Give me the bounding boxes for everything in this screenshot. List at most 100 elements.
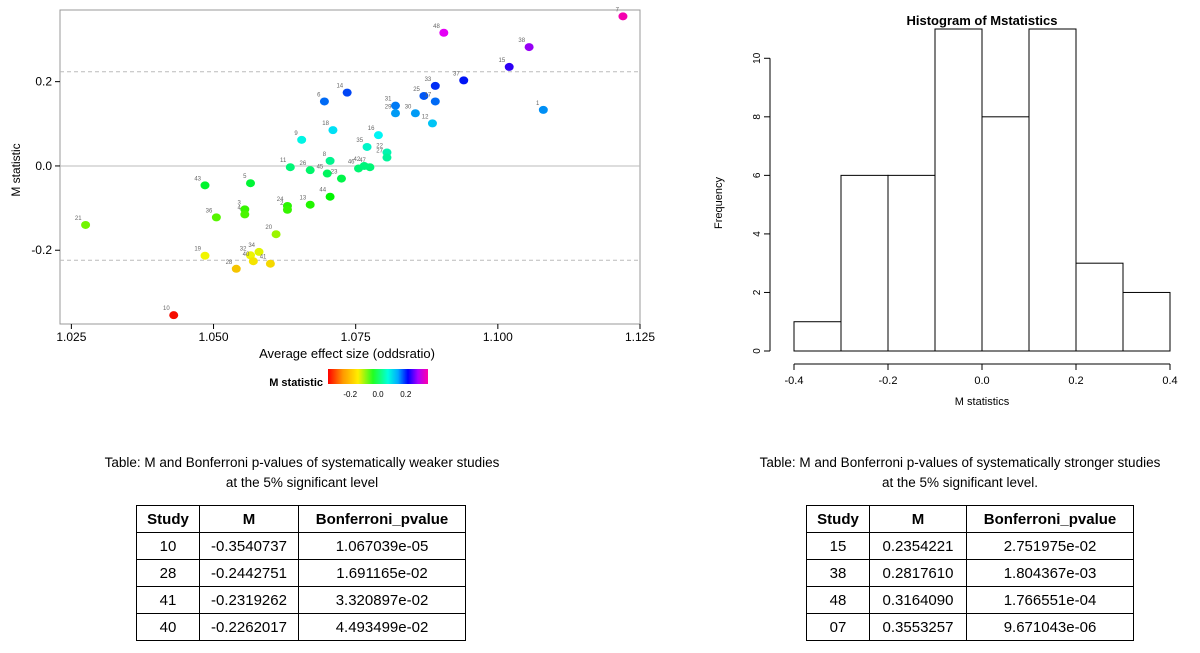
data-point bbox=[362, 142, 372, 151]
header-pvalue: Bonferroni_pvalue bbox=[298, 505, 466, 533]
y-tick-label: 0.0 bbox=[35, 159, 52, 173]
cell-pvalue: 4.493499e-02 bbox=[298, 613, 466, 641]
data-point bbox=[359, 161, 369, 170]
table-row: 48 0.3164090 1.766551e-04 bbox=[806, 586, 1134, 614]
point-label: 13 bbox=[300, 196, 307, 202]
point-label: 19 bbox=[194, 247, 201, 253]
data-point bbox=[200, 181, 210, 190]
data-point bbox=[211, 213, 221, 222]
table-row: 10 -0.3540737 1.067039e-05 bbox=[136, 532, 466, 560]
data-point bbox=[419, 91, 429, 100]
data-point bbox=[265, 259, 275, 268]
scatter-y-axis-label: M statistic bbox=[9, 143, 23, 196]
table-header-row: Study M Bonferroni_pvalue bbox=[136, 505, 466, 533]
point-label: 33 bbox=[425, 77, 432, 83]
data-point bbox=[430, 81, 440, 90]
point-label: 14 bbox=[336, 84, 343, 90]
point-label: 27 bbox=[376, 149, 383, 155]
point-label: 35 bbox=[356, 138, 363, 144]
data-point bbox=[231, 264, 241, 273]
data-point bbox=[390, 109, 400, 118]
data-point bbox=[319, 97, 329, 106]
cell-pvalue: 1.804367e-03 bbox=[966, 559, 1134, 587]
stronger-table-caption: Table: M and Bonferroni p-values of syst… bbox=[720, 453, 1200, 493]
cell-study: 10 bbox=[136, 532, 200, 560]
data-point bbox=[430, 97, 440, 106]
x-tick-label: 1.125 bbox=[625, 330, 655, 344]
point-label: 38 bbox=[518, 38, 525, 44]
data-point bbox=[254, 247, 264, 256]
y-tick-label: 4 bbox=[752, 231, 763, 237]
header-study: Study bbox=[806, 505, 870, 533]
data-point bbox=[504, 62, 514, 71]
point-label: 45 bbox=[317, 165, 324, 171]
data-point bbox=[439, 28, 449, 37]
data-point bbox=[325, 156, 335, 165]
cell-pvalue: 2.751975e-02 bbox=[966, 532, 1134, 560]
colorbar-tick-label: 0.0 bbox=[372, 390, 384, 399]
point-label: 31 bbox=[385, 97, 392, 103]
weaker-studies-table: Study M Bonferroni_pvalue 10 -0.3540737 … bbox=[136, 505, 466, 641]
y-tick-label: 6 bbox=[752, 172, 763, 178]
point-label: 15 bbox=[499, 58, 506, 64]
point-label: 11 bbox=[280, 158, 287, 164]
data-point bbox=[342, 88, 352, 97]
stronger-studies-table: Study M Bonferroni_pvalue 15 0.2354221 2… bbox=[806, 505, 1134, 641]
histogram-bar bbox=[1122, 291, 1171, 352]
point-label: 4 bbox=[237, 205, 241, 211]
y-tick-label: 2 bbox=[752, 289, 763, 295]
x-tick-label: -0.2 bbox=[879, 375, 898, 387]
data-point bbox=[305, 166, 315, 175]
data-point bbox=[245, 179, 255, 188]
point-label: 25 bbox=[413, 87, 420, 93]
point-label: 46 bbox=[348, 159, 355, 165]
colorbar bbox=[328, 369, 428, 384]
data-point bbox=[410, 109, 420, 118]
colorbar-tick-label: 0.2 bbox=[400, 390, 412, 399]
histogram-bar bbox=[1028, 28, 1077, 352]
table-row: 41 -0.2319262 3.320897e-02 bbox=[136, 586, 466, 614]
point-label: 2 bbox=[280, 201, 284, 207]
weaker-table-caption: Table: M and Bonferroni p-values of syst… bbox=[52, 453, 552, 493]
point-label: 3 bbox=[237, 200, 241, 206]
cell-m: 0.2354221 bbox=[869, 532, 967, 560]
header-pvalue: Bonferroni_pvalue bbox=[966, 505, 1134, 533]
cell-m: -0.2319262 bbox=[199, 586, 299, 614]
x-tick-label: 0.0 bbox=[974, 375, 989, 387]
colorbar-title: M statistic bbox=[269, 377, 323, 389]
cell-pvalue: 1.067039e-05 bbox=[298, 532, 466, 560]
cell-pvalue: 9.671043e-06 bbox=[966, 613, 1134, 641]
cell-study: 15 bbox=[806, 532, 870, 560]
cell-study: 28 bbox=[136, 559, 200, 587]
table-row: 15 0.2354221 2.751975e-02 bbox=[806, 532, 1134, 560]
point-label: 8 bbox=[323, 152, 327, 158]
point-label: 41 bbox=[260, 255, 267, 261]
point-label: 20 bbox=[265, 225, 272, 231]
cell-study: 38 bbox=[806, 559, 870, 587]
data-point bbox=[524, 43, 534, 52]
y-tick-label: 8 bbox=[752, 114, 763, 120]
data-point bbox=[305, 200, 315, 209]
data-point bbox=[336, 174, 346, 183]
data-point bbox=[285, 163, 295, 172]
point-label: 6 bbox=[317, 92, 321, 98]
x-tick-label: 1.025 bbox=[56, 330, 86, 344]
cell-pvalue: 3.320897e-02 bbox=[298, 586, 466, 614]
data-point bbox=[271, 230, 281, 239]
point-label: 9 bbox=[294, 131, 298, 137]
data-point bbox=[328, 126, 338, 135]
point-label: 47 bbox=[359, 158, 366, 164]
histogram-bar bbox=[887, 174, 936, 352]
point-label: 32 bbox=[240, 246, 247, 252]
point-label: 21 bbox=[75, 216, 82, 222]
scatter-plot-area bbox=[59, 9, 641, 325]
table-row: 38 0.2817610 1.804367e-03 bbox=[806, 559, 1134, 587]
point-label: 43 bbox=[194, 176, 201, 182]
point-label: 24 bbox=[277, 197, 284, 203]
data-point bbox=[282, 205, 292, 214]
table-row: 07 0.3553257 9.671043e-06 bbox=[806, 613, 1134, 641]
point-label: 5 bbox=[243, 174, 247, 180]
histogram-bar bbox=[934, 28, 983, 352]
header-m: M bbox=[869, 505, 967, 533]
stronger-caption-line1: Table: M and Bonferroni p-values of syst… bbox=[759, 455, 1161, 470]
